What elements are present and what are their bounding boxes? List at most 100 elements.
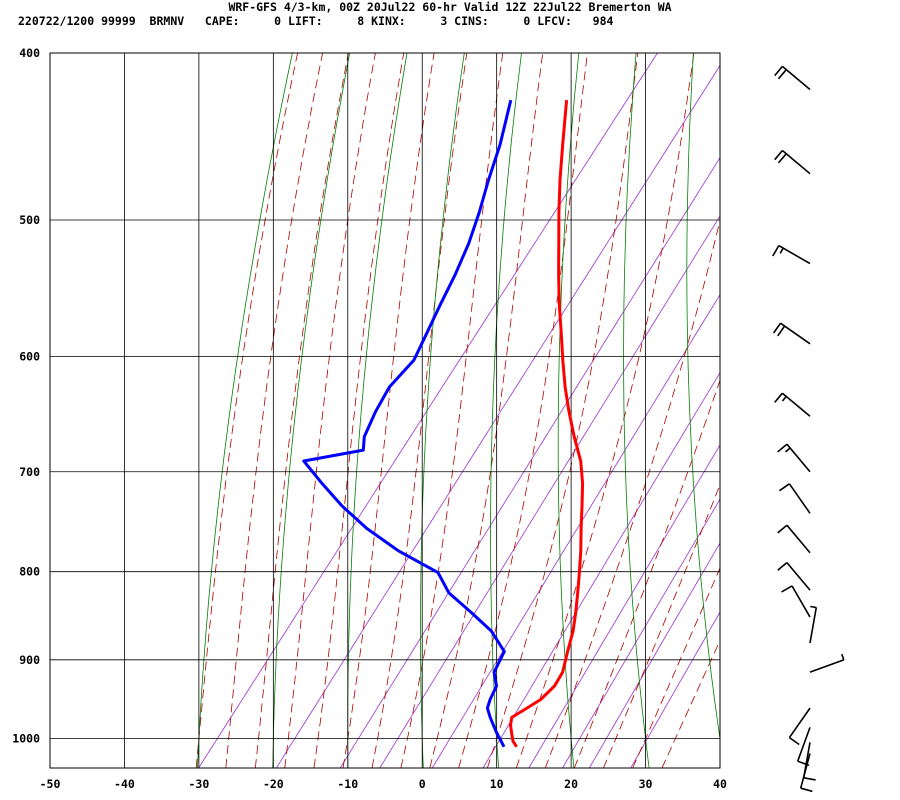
- moist-adiabats: [195, 53, 720, 768]
- moist-adiabat-line: [458, 53, 588, 768]
- wind-barb-flag-full: [777, 325, 786, 337]
- moist-adiabat-line: [195, 53, 299, 768]
- wind-barb-staff: [809, 659, 845, 673]
- moist-adiabat-line: [573, 379, 720, 768]
- wind-barb: [774, 149, 811, 175]
- pressure-tick-label: 1000: [12, 732, 40, 746]
- temperature-tick-label: -20: [263, 777, 284, 791]
- wind-barb: [772, 322, 811, 345]
- moist-adiabat-line: [603, 483, 720, 768]
- wind-barb-staff: [788, 707, 811, 739]
- temperature-tick-label: -10: [337, 777, 358, 791]
- wind-barb: [774, 392, 811, 417]
- temperature-tick-label: -40: [114, 777, 135, 791]
- wind-barb-flag-full: [777, 153, 787, 164]
- dry-adiabat-line: [347, 53, 408, 768]
- temperature-tick-label: 30: [639, 777, 653, 791]
- dry-adiabat-line: [686, 53, 720, 742]
- wind-barb-staff: [786, 524, 811, 554]
- wind-barb-flag-full: [800, 787, 813, 793]
- wind-barb-staff: [799, 753, 811, 789]
- mixing-ratio-lines: [198, 53, 720, 768]
- wind-barb-flag-half: [810, 605, 817, 609]
- wind-barb-flag-half: [784, 447, 791, 453]
- wind-barb: [777, 443, 811, 473]
- moist-adiabat-line: [544, 218, 720, 768]
- pressure-tick-label: 700: [19, 465, 40, 479]
- pressure-tick-label: 400: [19, 46, 40, 60]
- wind-barb: [809, 605, 818, 644]
- temperature-tick-label: 40: [713, 777, 727, 791]
- wind-barb: [777, 524, 811, 554]
- temperature-tick-label: 20: [564, 777, 578, 791]
- mixing-ratio-line: [198, 53, 658, 768]
- moist-adiabat-line: [225, 53, 324, 768]
- sounding-profiles: [302, 99, 585, 748]
- mixing-ratio-line: [482, 372, 720, 768]
- dewpoint-profile: [302, 99, 513, 748]
- wind-barb: [774, 65, 811, 91]
- mixing-ratio-line: [562, 498, 720, 768]
- wind-barb-flag-full: [779, 483, 790, 492]
- wind-barb: [779, 483, 811, 514]
- pressure-tick-label: 900: [19, 653, 40, 667]
- wind-barb-staff: [796, 727, 811, 762]
- wind-barb-flag-half: [779, 247, 784, 254]
- wind-barb: [809, 653, 845, 673]
- mixing-ratio-line: [431, 293, 720, 768]
- wind-barb-staff: [786, 443, 811, 473]
- temperature-tick-label: 0: [419, 777, 426, 791]
- moist-adiabat-line: [313, 53, 405, 768]
- wind-barb-flag-full: [774, 392, 784, 403]
- temperature-tick-label: -50: [40, 777, 61, 791]
- mixing-ratio-line: [630, 611, 720, 768]
- dry-adiabat-line: [557, 53, 580, 768]
- dry-adiabat-line: [748, 15, 800, 768]
- pressure-tick-label: 800: [19, 565, 40, 579]
- moist-adiabat-line: [661, 639, 720, 768]
- wind-barb-flag-full: [781, 585, 793, 593]
- wind-barb-staff: [781, 149, 811, 175]
- wind-barb-flag-full: [774, 149, 784, 161]
- plot-frame: [49, 52, 721, 769]
- wind-barb: [781, 585, 811, 618]
- wind-barb: [777, 561, 811, 591]
- wind-barb: [788, 707, 811, 746]
- temperature-tick-label: 10: [490, 777, 504, 791]
- moist-adiabat-line: [371, 53, 468, 768]
- wind-barb-staff: [786, 562, 811, 591]
- wind-barb-staff: [778, 244, 811, 265]
- mixing-ratio-line: [588, 542, 720, 768]
- moist-adiabat-line: [487, 53, 639, 768]
- wind-barb-flag-full: [774, 65, 784, 77]
- moist-adiabat-line: [515, 53, 695, 768]
- wind-barb-staff: [788, 483, 811, 514]
- wind-barb-staff: [781, 65, 811, 91]
- dry-adiabat-line: [865, 15, 900, 768]
- moist-adiabat-line: [429, 53, 544, 768]
- wind-barbs: [772, 65, 845, 793]
- chart-title: WRF-GFS 4/3-km, 00Z 20Jul22 60-hr Valid …: [228, 0, 672, 14]
- wind-barb-flag-full: [777, 561, 788, 571]
- wind-barb-flag-full: [777, 443, 788, 453]
- wind-barb-flag-full: [772, 245, 780, 257]
- moist-adiabat-line: [284, 53, 376, 768]
- dry-adiabat-line: [420, 53, 465, 768]
- dry-adiabat-line: [272, 53, 351, 768]
- wind-barb: [799, 753, 813, 793]
- wind-barb-flag-full: [777, 524, 788, 534]
- moist-adiabat-line: [400, 53, 504, 768]
- sounding-indices: 220722/1200 99999 BRMNV CAPE: 0 LIFT: 8 …: [18, 14, 614, 28]
- wind-barb-staff: [809, 607, 818, 644]
- wind-barb-flag-half: [781, 395, 787, 402]
- temperature-profile: [509, 99, 585, 748]
- wind-barb-flag-full: [772, 322, 782, 334]
- dry-adiabat-line: [197, 53, 293, 768]
- wind-barb-staff: [781, 392, 811, 417]
- temperature-tick-label: -30: [188, 777, 209, 791]
- wind-barb-flag-full: [777, 69, 787, 80]
- wind-barb-flag-full: [788, 736, 800, 746]
- mixing-ratio-line: [275, 64, 720, 768]
- moist-adiabat-line: [254, 53, 349, 768]
